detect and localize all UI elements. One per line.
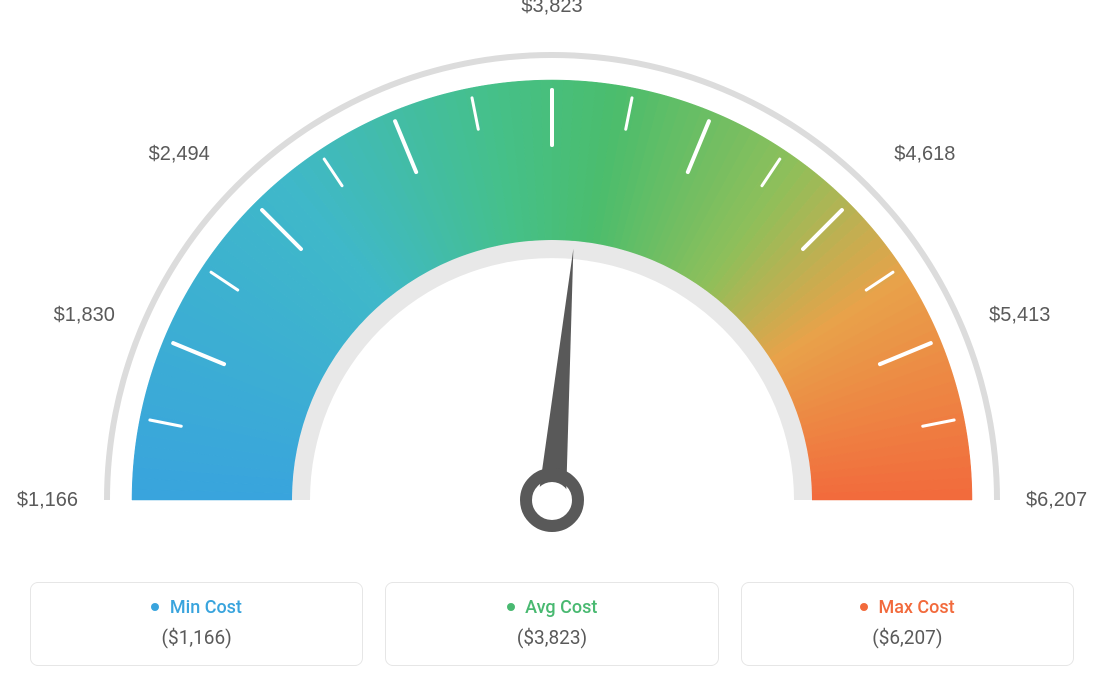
legend-avg-label: Avg Cost — [525, 597, 597, 618]
scale-label: $1,830 — [54, 304, 115, 326]
legend-card-avg: Avg Cost ($3,823) — [385, 582, 718, 666]
scale-label: $2,494 — [149, 143, 210, 165]
scale-label: $1,166 — [17, 489, 78, 511]
dot-icon — [860, 603, 868, 611]
legend-avg-title: Avg Cost — [396, 597, 707, 618]
legend-max-label: Max Cost — [878, 597, 954, 618]
legend-avg-value: ($3,823) — [396, 626, 707, 649]
legend-row: Min Cost ($1,166) Avg Cost ($3,823) Max … — [30, 582, 1074, 666]
scale-label: $3,823 — [521, 0, 582, 17]
legend-card-max: Max Cost ($6,207) — [741, 582, 1074, 666]
dot-icon — [151, 603, 159, 611]
legend-max-value: ($6,207) — [752, 626, 1063, 649]
legend-min-title: Min Cost — [41, 597, 352, 618]
legend-max-title: Max Cost — [752, 597, 1063, 618]
gauge-chart: $1,166 $1,830 $2,494 $3,823 $4,618 $5,413 $6,2… — [0, 0, 1104, 560]
legend-min-label: Min Cost — [170, 597, 242, 618]
legend-card-min: Min Cost ($1,166) — [30, 582, 363, 666]
scale-label: $4,618 — [894, 143, 955, 165]
dot-icon — [507, 603, 515, 611]
scale-label: $5,413 — [989, 304, 1050, 326]
scale-label: $6,207 — [1026, 489, 1087, 511]
legend-min-value: ($1,166) — [41, 626, 352, 649]
